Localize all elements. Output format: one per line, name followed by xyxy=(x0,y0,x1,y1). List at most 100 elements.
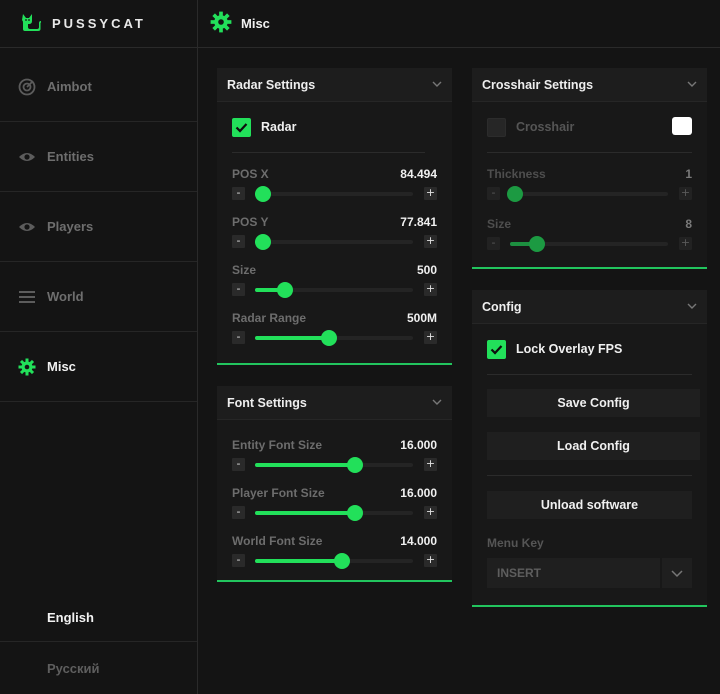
radar-checkbox-label: Radar xyxy=(261,120,297,134)
increment-button[interactable]: + xyxy=(424,234,437,248)
chevron-down-icon[interactable] xyxy=(662,558,692,588)
decrement-button[interactable]: - xyxy=(232,283,245,296)
decrement-button[interactable]: - xyxy=(232,458,245,471)
slider-track[interactable] xyxy=(255,505,413,521)
menu-icon xyxy=(18,288,36,306)
menu-key-label: Menu Key xyxy=(487,536,544,550)
crosshair-settings-panel: Crosshair Settings Crosshair Thickness 1… xyxy=(472,68,707,269)
panel-header[interactable]: Radar Settings xyxy=(217,68,452,102)
slider-track[interactable] xyxy=(506,186,668,202)
crosshair-color-swatch[interactable] xyxy=(672,117,692,135)
slider-value: 500M xyxy=(406,311,437,325)
slider-label: Size xyxy=(487,217,512,231)
increment-button[interactable]: + xyxy=(424,330,437,344)
increment-button[interactable]: + xyxy=(424,457,437,471)
panel-header[interactable]: Font Settings xyxy=(217,386,452,420)
target-icon xyxy=(18,78,36,96)
slider-value: 16.000 xyxy=(400,438,437,452)
slider-value: 16.000 xyxy=(400,486,437,500)
decrement-button[interactable]: - xyxy=(232,235,245,248)
chevron-down-icon[interactable] xyxy=(687,300,697,314)
cat-icon xyxy=(20,12,42,35)
radar-range-slider: Radar Range 500M - + xyxy=(232,311,437,359)
decrement-button[interactable]: - xyxy=(487,237,500,250)
unload-software-button[interactable]: Unload software xyxy=(487,491,692,519)
slider-thumb[interactable] xyxy=(346,457,363,473)
slider-label: POS Y xyxy=(232,215,269,229)
slider-thumb[interactable] xyxy=(528,236,545,252)
slider-label: Thickness xyxy=(487,167,546,181)
sidebar-item-entities[interactable]: Entities xyxy=(0,122,197,192)
slider-thumb[interactable] xyxy=(254,186,271,202)
thickness-slider: Thickness 1 - + xyxy=(487,167,692,217)
player-font-size-slider: Player Font Size 16.000 - + xyxy=(232,486,437,534)
decrement-button[interactable]: - xyxy=(232,187,245,200)
slider-label: World Font Size xyxy=(232,534,323,548)
panel-title: Radar Settings xyxy=(227,77,316,92)
radar-sliders: POS X 84.494 - + POS Y 77.841 - + Size 5… xyxy=(232,167,437,359)
pos-y-slider: POS Y 77.841 - + xyxy=(232,215,437,263)
slider-label: Entity Font Size xyxy=(232,438,322,452)
slider-thumb[interactable] xyxy=(254,234,271,250)
slider-label: Radar Range xyxy=(232,311,307,325)
panel-header[interactable]: Crosshair Settings xyxy=(472,68,707,102)
config-panel: Config Lock Overlay FPS Save Config Load… xyxy=(472,290,707,607)
menu-key-select[interactable]: INSERT xyxy=(487,558,692,588)
chevron-down-icon[interactable] xyxy=(432,396,442,410)
sidebar-item-label: Aimbot xyxy=(47,79,92,94)
increment-button[interactable]: + xyxy=(424,282,437,296)
eye-icon xyxy=(18,148,36,166)
increment-button[interactable]: + xyxy=(424,505,437,519)
slider-track[interactable] xyxy=(254,234,413,250)
world-font-size-slider: World Font Size 14.000 - + xyxy=(232,534,437,582)
crosshair-sliders: Thickness 1 - + Size 8 - + xyxy=(487,167,692,265)
sidebar: PUSSYCAT Aimbot Entities Pla xyxy=(0,0,198,694)
language-english[interactable]: English xyxy=(0,594,197,642)
lock-fps-checkbox[interactable] xyxy=(487,339,506,359)
decrement-button[interactable]: - xyxy=(487,187,500,200)
slider-thumb[interactable] xyxy=(506,186,523,202)
decrement-button[interactable]: - xyxy=(232,554,245,567)
save-config-button[interactable]: Save Config xyxy=(487,389,700,417)
sidebar-item-players[interactable]: Players xyxy=(0,192,197,262)
increment-button[interactable]: + xyxy=(679,186,692,200)
slider-thumb[interactable] xyxy=(333,553,350,569)
panel-title: Font Settings xyxy=(227,395,307,410)
slider-track[interactable] xyxy=(255,553,413,569)
check-icon xyxy=(490,344,503,355)
sidebar-item-misc[interactable]: Misc xyxy=(0,332,197,402)
crosshair-checkbox[interactable] xyxy=(487,117,506,137)
menu-key-value[interactable]: INSERT xyxy=(487,558,660,588)
decrement-button[interactable]: - xyxy=(232,331,245,344)
slider-label: Size xyxy=(232,263,257,277)
increment-button[interactable]: + xyxy=(679,236,692,250)
radar-checkbox[interactable] xyxy=(232,117,251,137)
sidebar-item-label: Players xyxy=(47,219,94,234)
sidebar-item-label: Misc xyxy=(47,359,76,374)
gear-icon xyxy=(210,11,232,36)
app-logo: PUSSYCAT xyxy=(0,0,197,48)
sidebar-item-world[interactable]: World xyxy=(0,262,197,332)
slider-track[interactable] xyxy=(255,282,413,298)
slider-value: 500 xyxy=(416,263,437,277)
page-title: Misc xyxy=(241,16,270,31)
language-russian[interactable]: Русский xyxy=(47,660,100,676)
slider-track[interactable] xyxy=(255,457,413,473)
increment-button[interactable]: + xyxy=(424,186,437,200)
increment-button[interactable]: + xyxy=(424,553,437,567)
panel-header[interactable]: Config xyxy=(472,290,707,324)
crosshair-checkbox-label: Crosshair xyxy=(516,120,575,134)
slider-thumb[interactable] xyxy=(321,330,338,346)
sidebar-item-aimbot[interactable]: Aimbot xyxy=(0,52,197,122)
chevron-down-icon[interactable] xyxy=(687,78,697,92)
chevron-down-icon[interactable] xyxy=(432,78,442,92)
slider-track[interactable] xyxy=(510,236,668,252)
slider-thumb[interactable] xyxy=(277,282,294,298)
slider-track[interactable] xyxy=(255,330,413,346)
slider-value: 1 xyxy=(685,167,692,181)
check-icon xyxy=(235,122,248,133)
decrement-button[interactable]: - xyxy=(232,506,245,519)
load-config-button[interactable]: Load Config xyxy=(487,432,700,460)
slider-thumb[interactable] xyxy=(346,505,363,521)
slider-track[interactable] xyxy=(254,186,413,202)
